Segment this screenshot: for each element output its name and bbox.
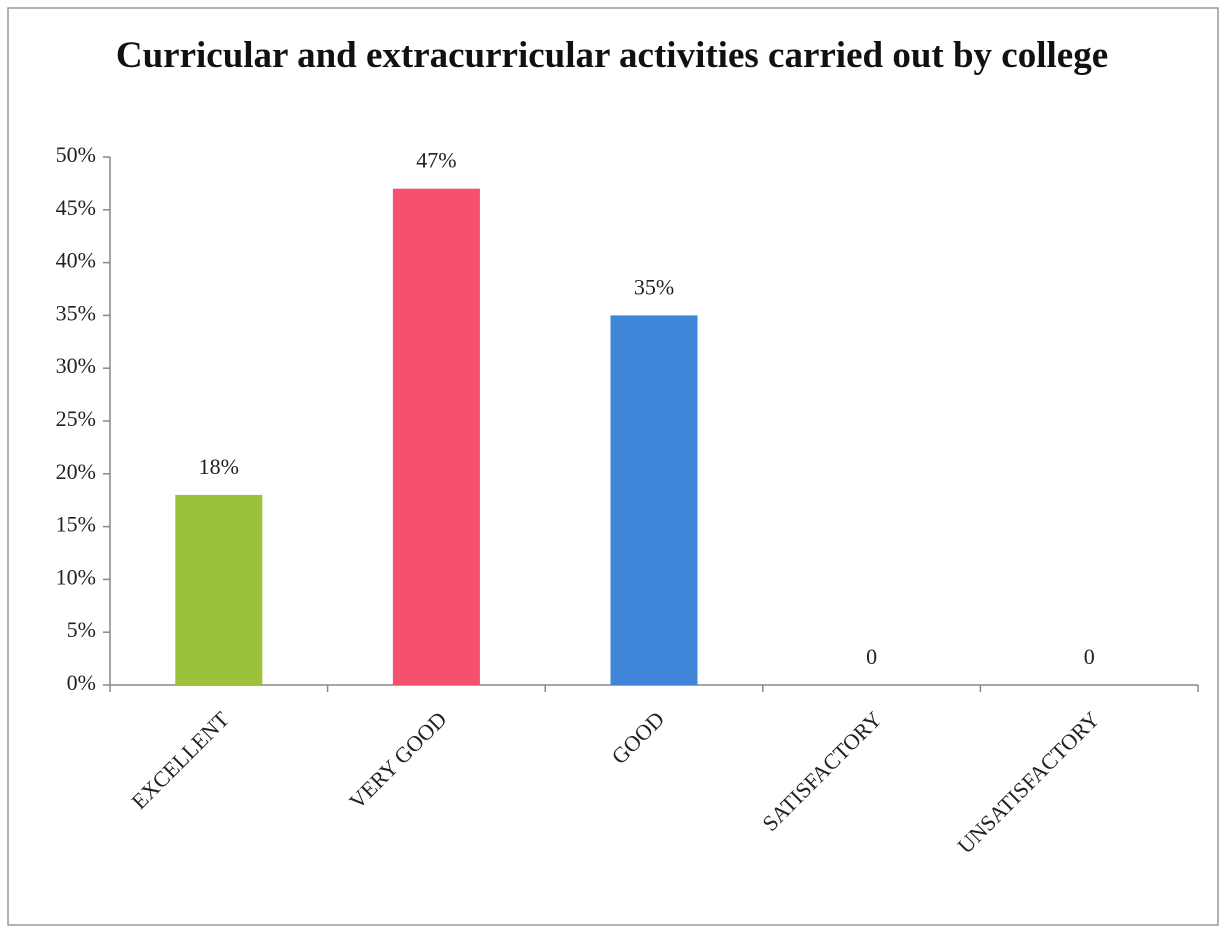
y-tick-label: 50% (56, 142, 96, 167)
x-tick-label: UNSATISFACTORY (952, 706, 1104, 858)
chart-border (7, 7, 1219, 926)
bar (392, 188, 480, 685)
y-tick-label: 0% (67, 670, 96, 695)
chart-title: Curricular and extracurricular activitie… (115, 35, 1109, 76)
data-label: 47% (416, 148, 456, 173)
y-tick-label: 35% (56, 300, 96, 325)
data-label: 35% (634, 274, 674, 299)
y-tick-label: 45% (56, 195, 96, 220)
y-tick-label: 5% (67, 617, 96, 642)
y-tick-label: 10% (56, 564, 96, 589)
y-tick-label: 20% (56, 459, 96, 484)
y-tick-label: 30% (56, 353, 96, 378)
x-tick-label: SATISFACTORY (757, 706, 887, 836)
y-tick-label: 15% (56, 512, 96, 537)
data-label: 18% (199, 454, 239, 479)
data-label: 0 (1084, 644, 1095, 669)
y-tick-label: 40% (56, 248, 96, 273)
y-tick-label: 25% (56, 406, 96, 431)
x-tick-label: EXCELLENT (126, 706, 234, 814)
bar (175, 494, 263, 685)
data-label: 0 (866, 644, 877, 669)
bar (610, 315, 698, 685)
x-tick-label: GOOD (606, 706, 669, 769)
x-tick-label: VERY GOOD (344, 706, 451, 813)
